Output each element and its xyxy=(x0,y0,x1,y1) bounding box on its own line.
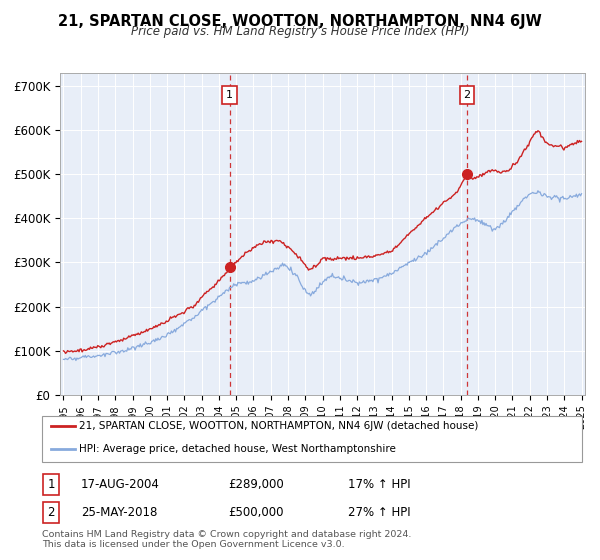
Text: Contains HM Land Registry data © Crown copyright and database right 2024.: Contains HM Land Registry data © Crown c… xyxy=(42,530,412,539)
Text: 21, SPARTAN CLOSE, WOOTTON, NORTHAMPTON, NN4 6JW: 21, SPARTAN CLOSE, WOOTTON, NORTHAMPTON,… xyxy=(58,14,542,29)
Text: 1: 1 xyxy=(226,90,233,100)
Text: £500,000: £500,000 xyxy=(228,506,284,519)
Text: 27% ↑ HPI: 27% ↑ HPI xyxy=(348,506,410,519)
Text: Price paid vs. HM Land Registry's House Price Index (HPI): Price paid vs. HM Land Registry's House … xyxy=(131,25,469,38)
Text: 1: 1 xyxy=(47,478,55,491)
Text: £289,000: £289,000 xyxy=(228,478,284,491)
Text: 2: 2 xyxy=(47,506,55,519)
Text: 21, SPARTAN CLOSE, WOOTTON, NORTHAMPTON, NN4 6JW (detached house): 21, SPARTAN CLOSE, WOOTTON, NORTHAMPTON,… xyxy=(79,422,479,431)
Text: This data is licensed under the Open Government Licence v3.0.: This data is licensed under the Open Gov… xyxy=(42,540,344,549)
Text: 17-AUG-2004: 17-AUG-2004 xyxy=(81,478,160,491)
Text: 2: 2 xyxy=(463,90,470,100)
Text: 25-MAY-2018: 25-MAY-2018 xyxy=(81,506,157,519)
Text: HPI: Average price, detached house, West Northamptonshire: HPI: Average price, detached house, West… xyxy=(79,444,396,454)
Text: 17% ↑ HPI: 17% ↑ HPI xyxy=(348,478,410,491)
